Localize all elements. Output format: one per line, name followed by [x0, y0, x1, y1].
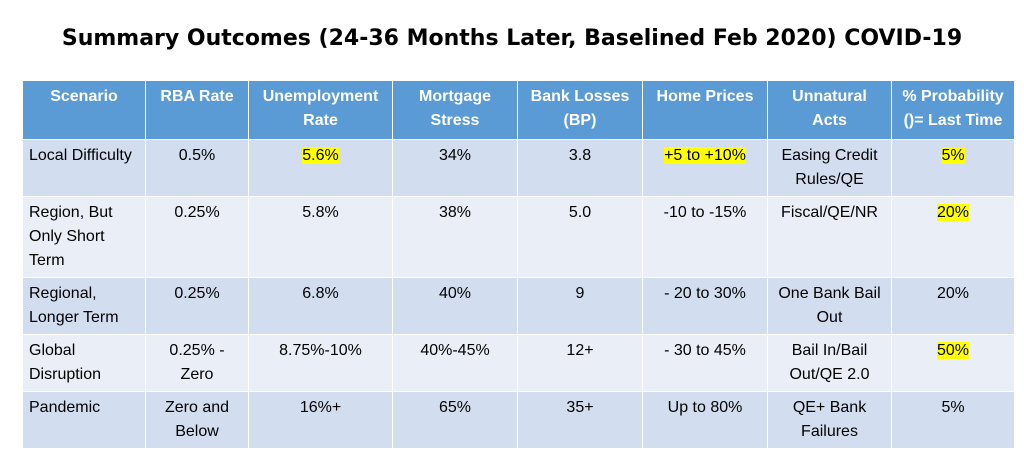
scenario-cell: Pandemic [22, 391, 146, 449]
table-cell: 20% [891, 277, 1015, 335]
table-cell: 34% [392, 139, 518, 197]
header-cell: % Probability ()= Last Time [891, 80, 1015, 140]
header-cell: RBA Rate [145, 80, 249, 140]
table-cell: -10 to -15% [642, 196, 768, 278]
scenario-cell: Local Difficulty [22, 139, 146, 197]
table-cell: 16%+ [248, 391, 393, 449]
table-cell: 5.8% [248, 196, 393, 278]
table-cell: Fiscal/QE/NR [767, 196, 892, 278]
table-body: Local Difficulty 0.5% 5.6% 34% 3.8 +5 to +10%… [22, 139, 1015, 449]
table-cell: Up to 80% [642, 391, 768, 449]
scenario-cell: Region, But Only Short Term [22, 196, 146, 278]
scenario-cell: Regional, Longer Term [22, 277, 146, 335]
table-cell: 6.8% [248, 277, 393, 335]
table-cell: 5% [891, 139, 1015, 197]
highlighted-text: 5% [941, 147, 965, 164]
table-cell: One Bank Bail Out [767, 277, 892, 335]
table-cell: 20% [891, 196, 1015, 278]
table-cell: 5.0 [517, 196, 643, 278]
table-cell: 3.8 [517, 139, 643, 197]
header-cell: Unnatural Acts [767, 80, 892, 140]
header-cell: Unemployment Rate [248, 80, 393, 140]
slide-title: Summary Outcomes (24-36 Months Later, Ba… [61, 26, 963, 51]
table-cell: Easing Credit Rules/QE [767, 139, 892, 197]
header-cell: Bank Losses (BP) [517, 80, 643, 140]
table-cell: +5 to +10% [642, 139, 768, 197]
table-cell: 12+ [517, 334, 643, 392]
table-cell: 5% [891, 391, 1015, 449]
table-cell: 40%-45% [392, 334, 518, 392]
table-cell: 65% [392, 391, 518, 449]
table-cell: 40% [392, 277, 518, 335]
scenario-cell: Global Disruption [22, 334, 146, 392]
table-cell: 0.25% [145, 277, 249, 335]
table-row: Regional, Longer Term 0.25% 6.8% 40% 9- 20 t… [22, 277, 1015, 335]
highlighted-text: 5.6% [302, 147, 339, 164]
table-cell: Zero and Below [145, 391, 249, 449]
highlighted-text: 20% [936, 204, 970, 221]
table-cell: QE+ Bank Failures [767, 391, 892, 449]
table-cell: 0.25% - Zero [145, 334, 249, 392]
header-cell: Mortgage Stress [392, 80, 518, 140]
table-cell: Bail In/Bail Out/QE 2.0 [767, 334, 892, 392]
table-cell: 0.5% [145, 139, 249, 197]
table-row: Region, But Only Short Term 0.25% 5.8% 38% 5… [22, 196, 1015, 278]
outcomes-table: Scenario RBA Rate Unemployment Rate Mortgag… [22, 80, 1015, 449]
header-row: Scenario RBA Rate Unemployment Rate Mortgag… [22, 80, 1015, 140]
table-cell: 9 [517, 277, 643, 335]
table-cell: 5.6% [248, 139, 393, 197]
table-cell: 8.75%-10% [248, 334, 393, 392]
highlighted-text: 50% [936, 342, 970, 359]
table-cell: 0.25% [145, 196, 249, 278]
table-row: Local Difficulty 0.5% 5.6% 34% 3.8 +5 to +10%… [22, 139, 1015, 197]
table-cell: - 30 to 45% [642, 334, 768, 392]
table-cell: 50% [891, 334, 1015, 392]
table-cell: - 20 to 30% [642, 277, 768, 335]
header-cell: Scenario [22, 80, 146, 140]
table-row: Global Disruption 0.25% - Zero 8.75%-10% 40… [22, 334, 1015, 392]
header-cell: Home Prices [642, 80, 768, 140]
highlighted-text: +5 to +10% [664, 147, 746, 164]
table-cell: 35+ [517, 391, 643, 449]
table-cell: 38% [392, 196, 518, 278]
table-row: Pandemic Zero and Below 16%+ 65% 35+ Up to 80… [22, 391, 1015, 449]
